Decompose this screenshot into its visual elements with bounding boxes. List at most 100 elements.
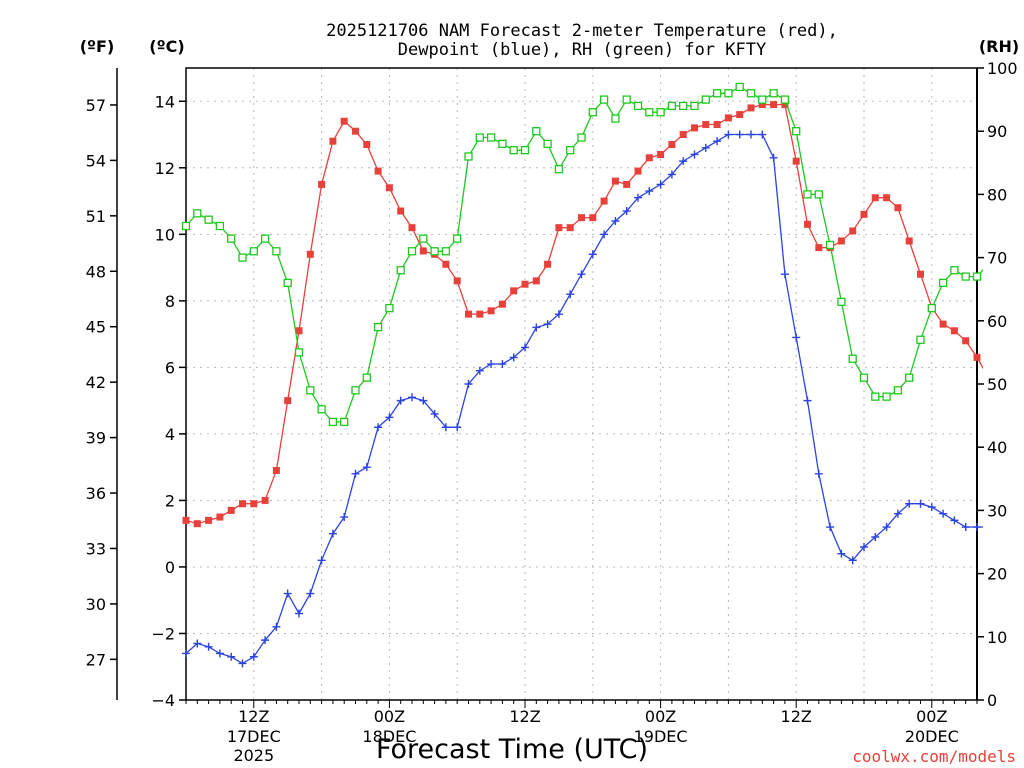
series-temperature: [182, 101, 983, 528]
temperature-point: [532, 277, 540, 285]
temperature-point: [521, 280, 529, 288]
temperature-point: [408, 224, 416, 232]
temperature-point: [510, 287, 518, 295]
rh-point: [475, 133, 484, 142]
rh-point: [509, 146, 518, 155]
rh-point: [351, 386, 360, 395]
fahrenheit-tick-label: 57: [86, 96, 106, 115]
rh-tick-label: 50: [987, 375, 1007, 394]
rh-point: [645, 108, 654, 117]
temperature-point: [804, 220, 811, 228]
y-tick-labels: −4 −2 0 2 4 6 8 10 12 14 27 30 33 36 39 42 45 48 51 54 57 0 10…: [86, 59, 1018, 710]
temperature-point: [691, 124, 698, 132]
temperature-point: [589, 214, 597, 222]
temperature-point: [679, 131, 687, 139]
temperature-point: [645, 154, 653, 162]
temperature-point: [272, 466, 280, 474]
temperature-point: [419, 247, 427, 255]
x-tick-date: 17DEC: [227, 727, 281, 746]
dewpoint-point: [837, 549, 846, 558]
dewpoint-point: [487, 360, 496, 369]
temperature-point: [487, 307, 495, 315]
dewpoint-point: [328, 529, 337, 538]
dewpoint-point: [905, 499, 914, 508]
temperature-point: [555, 224, 563, 232]
fahrenheit-tick-label: 36: [86, 484, 106, 503]
dewpoint-point: [826, 523, 835, 532]
x-axis-title: Forecast Time (UTC): [376, 734, 648, 765]
rh-point: [520, 146, 530, 155]
unit-label-fahrenheit: (ºF): [80, 37, 115, 56]
temperature-point: [250, 500, 258, 508]
dewpoint-point: [204, 642, 213, 651]
rh-point: [735, 82, 744, 92]
rh-point: [577, 133, 586, 142]
dewpoint-point: [261, 636, 270, 645]
dewpoint-point: [577, 270, 586, 279]
temperature-point: [239, 500, 246, 508]
grid-lines: [186, 68, 977, 700]
rh-tick-label: 20: [987, 565, 1007, 584]
temperature-point: [623, 180, 631, 188]
rh-point: [498, 139, 507, 148]
rh-point: [882, 392, 891, 401]
celsius-tick-label: 2: [165, 491, 175, 510]
celsius-tick-label: −4: [151, 691, 175, 710]
rh-point: [566, 146, 575, 155]
rh-point: [419, 234, 428, 243]
rh-point: [441, 247, 451, 256]
dewpoint-point: [340, 513, 349, 522]
rh-point: [938, 278, 948, 288]
dewpoint-point: [215, 649, 224, 658]
temperature-point: [261, 496, 269, 504]
rh-point: [701, 95, 710, 104]
temperature-point: [702, 121, 710, 129]
rh-tick-label: 10: [987, 628, 1007, 647]
rh-point: [215, 221, 225, 231]
rh-point: [972, 272, 982, 281]
dewpoint-point: [758, 130, 767, 139]
x-tick-label: 12Z: [509, 707, 540, 726]
rh-tick-label: 60: [987, 312, 1007, 331]
temperature-point: [634, 167, 642, 175]
temperature-point: [905, 237, 913, 245]
temperature-point: [374, 167, 382, 175]
rh-tick-label: 30: [987, 501, 1007, 520]
dewpoint-point: [521, 343, 529, 352]
dewpoint-point: [193, 639, 202, 648]
x-tick-date: 18DEC: [362, 727, 416, 746]
rh-point: [724, 89, 733, 98]
rh-tick-label: 80: [987, 185, 1007, 204]
rh-point: [656, 108, 665, 117]
rh-point: [633, 101, 643, 111]
temperature-point: [453, 277, 461, 285]
dewpoint-point: [362, 463, 371, 472]
rh-point: [328, 417, 338, 427]
fahrenheit-tick-label: 54: [86, 151, 106, 170]
dewpoint-point: [441, 423, 450, 432]
temperature-point: [724, 114, 732, 122]
dewpoint-point: [916, 499, 925, 508]
rh-point: [905, 373, 914, 382]
dewpoint-point: [351, 469, 360, 478]
temperature-point: [284, 397, 292, 405]
rh-line: [185, 86, 983, 423]
dewpoint-point: [735, 130, 744, 139]
temperature-point: [578, 214, 585, 222]
fahrenheit-tick-label: 51: [86, 207, 106, 226]
dewpoint-point: [848, 556, 857, 565]
dewpoint-point: [871, 533, 880, 542]
fahrenheit-tick-label: 30: [86, 595, 106, 614]
temperature-point: [611, 177, 619, 185]
rh-point: [464, 152, 473, 161]
temperature-point: [295, 327, 303, 335]
rh-point: [758, 95, 767, 104]
dewpoint-point: [690, 150, 699, 159]
series-rh: [181, 82, 983, 427]
dewpoint-point: [408, 393, 416, 402]
rh-point: [769, 89, 778, 98]
temperature-point: [860, 210, 868, 218]
celsius-tick-label: 10: [155, 225, 175, 244]
